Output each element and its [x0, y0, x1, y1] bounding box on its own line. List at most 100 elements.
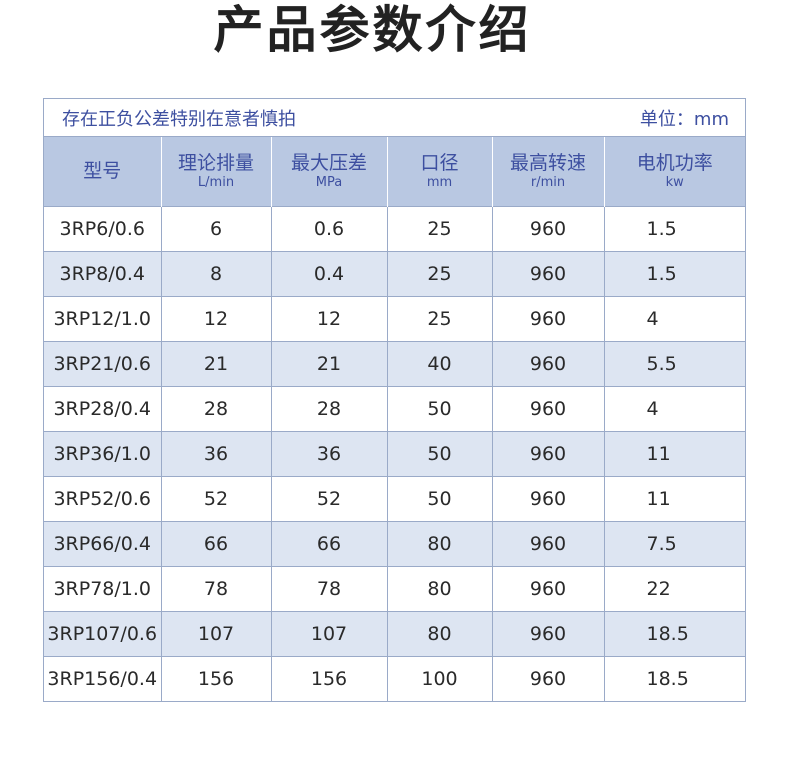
header-unit: L/min [197, 175, 235, 191]
header-model: 型号 [44, 137, 162, 206]
tolerance-notice: 存在正负公差特别在意者慎拍 [62, 108, 296, 130]
table-row: 3RP107/0.6 107 107 80 960 18.5 [44, 610, 745, 656]
cell-model: 3RP52/0.6 [44, 475, 162, 521]
cell-max-pressure: 0.4 [271, 250, 388, 296]
cell-motor-power: 7.5 [604, 520, 745, 566]
cell-max-pressure: 12 [271, 295, 388, 341]
cell-motor-power: 22 [604, 565, 745, 611]
cell-max-pressure: 36 [271, 430, 388, 476]
cell-max-speed: 960 [492, 610, 605, 656]
cell-displacement: 8 [161, 250, 272, 296]
table-row: 3RP12/1.0 12 12 25 960 4 [44, 295, 745, 341]
cell-motor-power: 11 [604, 430, 745, 476]
cell-max-pressure: 107 [271, 610, 388, 656]
cell-max-pressure: 66 [271, 520, 388, 566]
cell-model: 3RP78/1.0 [44, 565, 162, 611]
cell-caliber: 50 [387, 430, 493, 476]
cell-model: 3RP36/1.0 [44, 430, 162, 476]
cell-max-speed: 960 [492, 295, 605, 341]
header-label: 电机功率 [636, 152, 713, 175]
cell-max-speed: 960 [492, 565, 605, 611]
cell-motor-power: 4 [604, 385, 745, 431]
cell-max-speed: 960 [492, 205, 605, 251]
cell-motor-power: 1.5 [604, 250, 745, 296]
cell-caliber: 25 [387, 295, 493, 341]
cell-motor-power: 5.5 [604, 340, 745, 386]
notice-bar: 存在正负公差特别在意者慎拍 单位：mm [44, 99, 745, 137]
cell-max-speed: 960 [492, 385, 605, 431]
cell-model: 3RP8/0.4 [44, 250, 162, 296]
cell-caliber: 80 [387, 520, 493, 566]
header-unit: MPa [315, 175, 343, 191]
cell-displacement: 12 [161, 295, 272, 341]
header-displacement: 理论排量 L/min [161, 137, 272, 206]
cell-max-speed: 960 [492, 430, 605, 476]
cell-displacement: 6 [161, 205, 272, 251]
cell-model: 3RP28/0.4 [44, 385, 162, 431]
table-row: 3RP8/0.4 8 0.4 25 960 1.5 [44, 250, 745, 296]
cell-displacement: 36 [161, 430, 272, 476]
cell-caliber: 80 [387, 610, 493, 656]
cell-displacement: 21 [161, 340, 272, 386]
cell-model: 3RP6/0.6 [44, 205, 162, 251]
table-row: 3RP36/1.0 36 36 50 960 11 [44, 430, 745, 476]
table-row: 3RP28/0.4 28 28 50 960 4 [44, 385, 745, 431]
cell-displacement: 156 [161, 655, 272, 701]
cell-caliber: 50 [387, 385, 493, 431]
header-label: 口径 [420, 152, 459, 175]
cell-displacement: 78 [161, 565, 272, 611]
cell-model: 3RP66/0.4 [44, 520, 162, 566]
cell-max-pressure: 78 [271, 565, 388, 611]
cell-max-pressure: 0.6 [271, 205, 388, 251]
header-unit: mm [426, 175, 453, 191]
cell-max-speed: 960 [492, 250, 605, 296]
spec-table-container: 存在正负公差特别在意者慎拍 单位：mm 型号 理论排量 L/min 最大压差 M… [43, 98, 746, 702]
header-unit: r/min [530, 175, 566, 191]
cell-caliber: 100 [387, 655, 493, 701]
cell-model: 3RP21/0.6 [44, 340, 162, 386]
cell-displacement: 52 [161, 475, 272, 521]
header-max-speed: 最高转速 r/min [492, 137, 605, 206]
header-max-pressure: 最大压差 MPa [271, 137, 388, 206]
cell-caliber: 80 [387, 565, 493, 611]
cell-max-speed: 960 [492, 340, 605, 386]
header-label: 型号 [83, 160, 122, 183]
cell-max-pressure: 28 [271, 385, 388, 431]
cell-motor-power: 11 [604, 475, 745, 521]
header-unit: kw [665, 175, 684, 191]
table-row: 3RP6/0.6 6 0.6 25 960 1.5 [44, 205, 745, 251]
header-caliber: 口径 mm [387, 137, 493, 206]
cell-displacement: 28 [161, 385, 272, 431]
cell-motor-power: 18.5 [604, 610, 745, 656]
cell-displacement: 107 [161, 610, 272, 656]
cell-max-pressure: 52 [271, 475, 388, 521]
cell-displacement: 66 [161, 520, 272, 566]
cell-motor-power: 1.5 [604, 205, 745, 251]
cell-max-speed: 960 [492, 520, 605, 566]
cell-motor-power: 18.5 [604, 655, 745, 701]
spec-table: 型号 理论排量 L/min 最大压差 MPa 口径 mm 最高转速 r/min [44, 137, 745, 701]
unit-notice: 单位：mm [639, 108, 729, 130]
header-label: 理论排量 [177, 152, 254, 175]
table-row: 3RP52/0.6 52 52 50 960 11 [44, 475, 745, 521]
cell-model: 3RP156/0.4 [44, 655, 162, 701]
cell-model: 3RP107/0.6 [44, 610, 162, 656]
header-label: 最高转速 [509, 152, 586, 175]
table-row: 3RP66/0.4 66 66 80 960 7.5 [44, 520, 745, 566]
cell-caliber: 25 [387, 205, 493, 251]
table-row: 3RP78/1.0 78 78 80 960 22 [44, 565, 745, 611]
table-body: 3RP6/0.6 6 0.6 25 960 1.5 3RP8/0.4 8 0.4 25 960 1.5… [44, 205, 745, 701]
table-row: 3RP21/0.6 21 21 40 960 5.5 [44, 340, 745, 386]
page-title: 产品参数介绍 [213, 1, 532, 59]
cell-caliber: 50 [387, 475, 493, 521]
cell-max-pressure: 156 [271, 655, 388, 701]
cell-caliber: 25 [387, 250, 493, 296]
cell-model: 3RP12/1.0 [44, 295, 162, 341]
cell-caliber: 40 [387, 340, 493, 386]
cell-motor-power: 4 [604, 295, 745, 341]
header-motor-power: 电机功率 kw [604, 137, 745, 206]
table-header-row: 型号 理论排量 L/min 最大压差 MPa 口径 mm 最高转速 r/min [44, 137, 745, 206]
cell-max-speed: 960 [492, 655, 605, 701]
header-label: 最大压差 [290, 152, 367, 175]
cell-max-pressure: 21 [271, 340, 388, 386]
